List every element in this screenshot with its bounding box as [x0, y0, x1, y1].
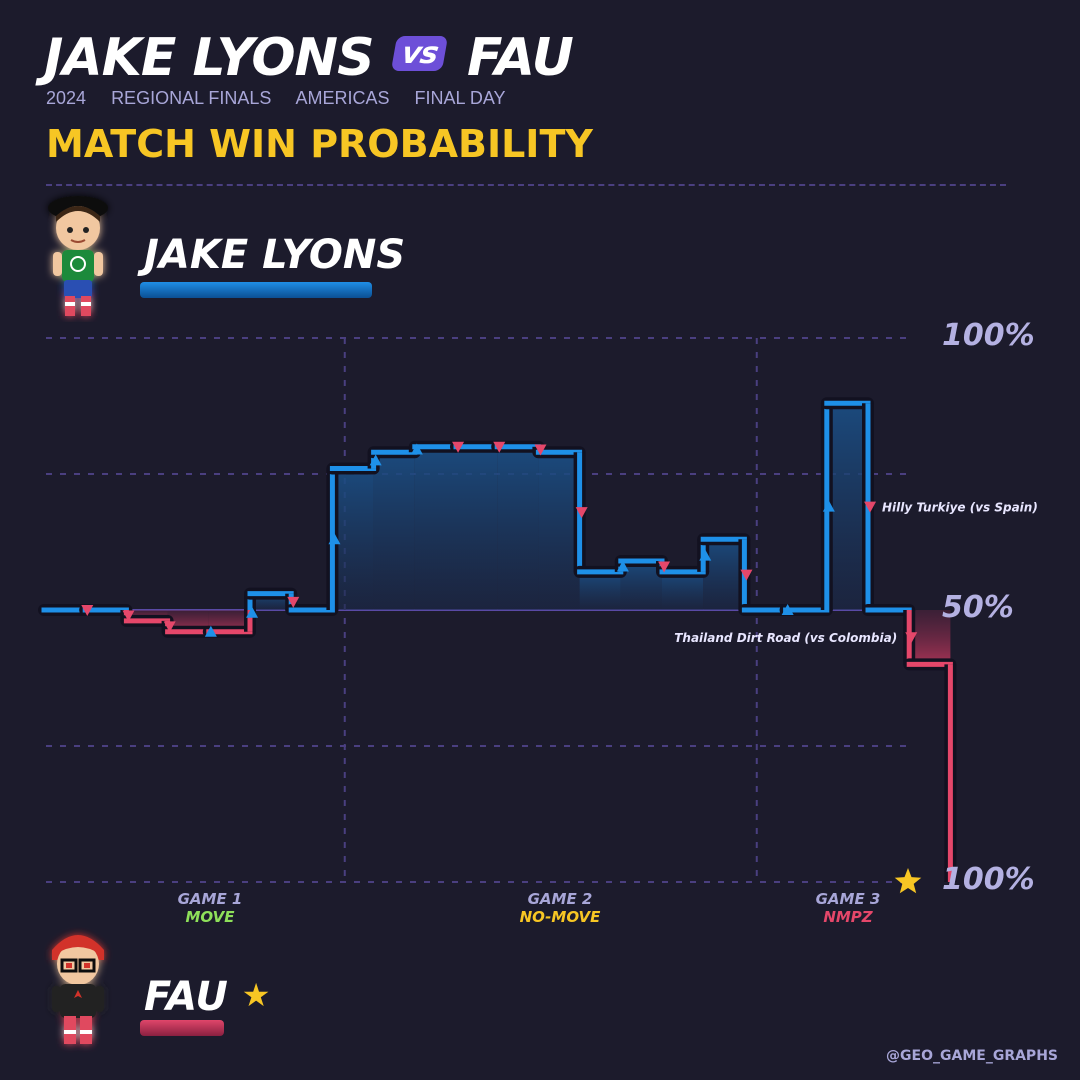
- round-win-jake-marker: [328, 533, 341, 545]
- fau-avatar: [52, 935, 104, 1044]
- round-win-fau-marker: [534, 444, 547, 456]
- jake-lead-area: [703, 539, 745, 610]
- game-2-label: GAME 2: [527, 890, 593, 908]
- round-win-jake-marker: [246, 606, 259, 618]
- round-win-jake-marker: [699, 549, 712, 561]
- round-win-jake-marker: [781, 604, 794, 615]
- jake-lead-area: [538, 452, 580, 610]
- top-player-bar: [140, 282, 372, 298]
- round-win-fau-marker: [864, 501, 877, 513]
- game-3-label: GAME 3: [815, 890, 881, 908]
- round-win-fau-marker: [81, 605, 94, 616]
- jake-lead-area: [620, 561, 662, 610]
- top-player-name: JAKE LYONS: [144, 232, 406, 278]
- jake-lead-area: [662, 571, 704, 610]
- jake-lead-area: [497, 446, 539, 610]
- header-divider: [46, 184, 1006, 186]
- round-win-fau-marker: [905, 632, 918, 644]
- round-win-jake-marker: [410, 443, 423, 455]
- event-meta: 2024 REGIONAL FINALS AMERICAS FINAL DAY: [46, 88, 526, 109]
- winner-star-icon: ★: [241, 976, 271, 1014]
- jake-lead-area: [579, 571, 621, 610]
- game-1-label: GAME 1: [177, 890, 243, 908]
- game-1-label-group: GAME 1 MOVE: [150, 890, 270, 926]
- annotation-label: Thailand Dirt Road (vs Colombia): [674, 631, 897, 645]
- round-win-fau-marker: [122, 610, 135, 622]
- jake-lead-area: [332, 468, 374, 610]
- game-2-mode: NO-MOVE: [519, 908, 601, 926]
- jake-lead-area: [826, 403, 868, 610]
- axis-label-top: 100%: [942, 318, 1035, 353]
- round-win-jake-marker: [616, 560, 629, 572]
- game-2-label-group: GAME 2 NO-MOVE: [500, 890, 620, 926]
- round-win-fau-marker: [452, 441, 465, 453]
- round-win-jake-marker: [822, 500, 835, 512]
- meta-region: AMERICAS: [295, 88, 390, 108]
- axis-label-mid: 50%: [942, 590, 1014, 625]
- chart-annotations: Hilly Turkiye (vs Spain) Thailand Dirt Ro…: [674, 501, 1038, 646]
- game-3-label-group: GAME 3 NMPZ: [788, 890, 908, 926]
- round-win-fau-marker: [163, 621, 176, 633]
- match-title: JAKE LYONS vs FAU: [44, 28, 574, 88]
- meta-event: REGIONAL FINALS: [111, 88, 272, 108]
- player1-title: JAKE LYONS: [44, 28, 375, 88]
- bottom-player-bar: [140, 1020, 224, 1036]
- round-win-jake-marker: [369, 454, 382, 466]
- win-probability-chart: Hilly Turkiye (vs Spain) Thailand Dirt Ro…: [38, 337, 1038, 894]
- bottom-player-name: FAU ★: [144, 974, 270, 1020]
- fau-lead-area: [909, 610, 951, 665]
- meta-day: FINAL DAY: [414, 88, 506, 108]
- round-win-fau-marker: [493, 441, 506, 453]
- chart-lines: [38, 397, 957, 882]
- game-3-mode: NMPZ: [823, 908, 873, 926]
- jake-lyons-avatar: [48, 196, 108, 316]
- jake-lead-area: [373, 452, 415, 610]
- meta-year: 2024: [46, 88, 87, 108]
- game-1-mode: MOVE: [185, 908, 235, 926]
- round-win-jake-marker: [204, 625, 217, 637]
- jake-lead-area: [456, 446, 498, 610]
- round-win-fau-marker: [740, 569, 753, 581]
- vs-badge: vs: [390, 36, 449, 71]
- jake-lead-area: [414, 446, 456, 610]
- chart-subtitle: MATCH WIN PROBABILITY: [46, 122, 593, 166]
- round-win-fau-marker: [575, 507, 588, 519]
- bottom-player-label: FAU: [144, 974, 228, 1020]
- chart-fills: [126, 403, 951, 665]
- footer-credit: @GEO_GAME_GRAPHS: [886, 1048, 1058, 1064]
- winner-star-icon: [894, 868, 922, 894]
- round-win-fau-marker: [658, 561, 671, 573]
- annotation-label: Hilly Turkiye (vs Spain): [882, 501, 1038, 515]
- axis-label-bottom: 100%: [942, 862, 1035, 897]
- chart-markers: [81, 441, 922, 894]
- player2-title: FAU: [466, 28, 574, 88]
- round-win-fau-marker: [287, 596, 300, 608]
